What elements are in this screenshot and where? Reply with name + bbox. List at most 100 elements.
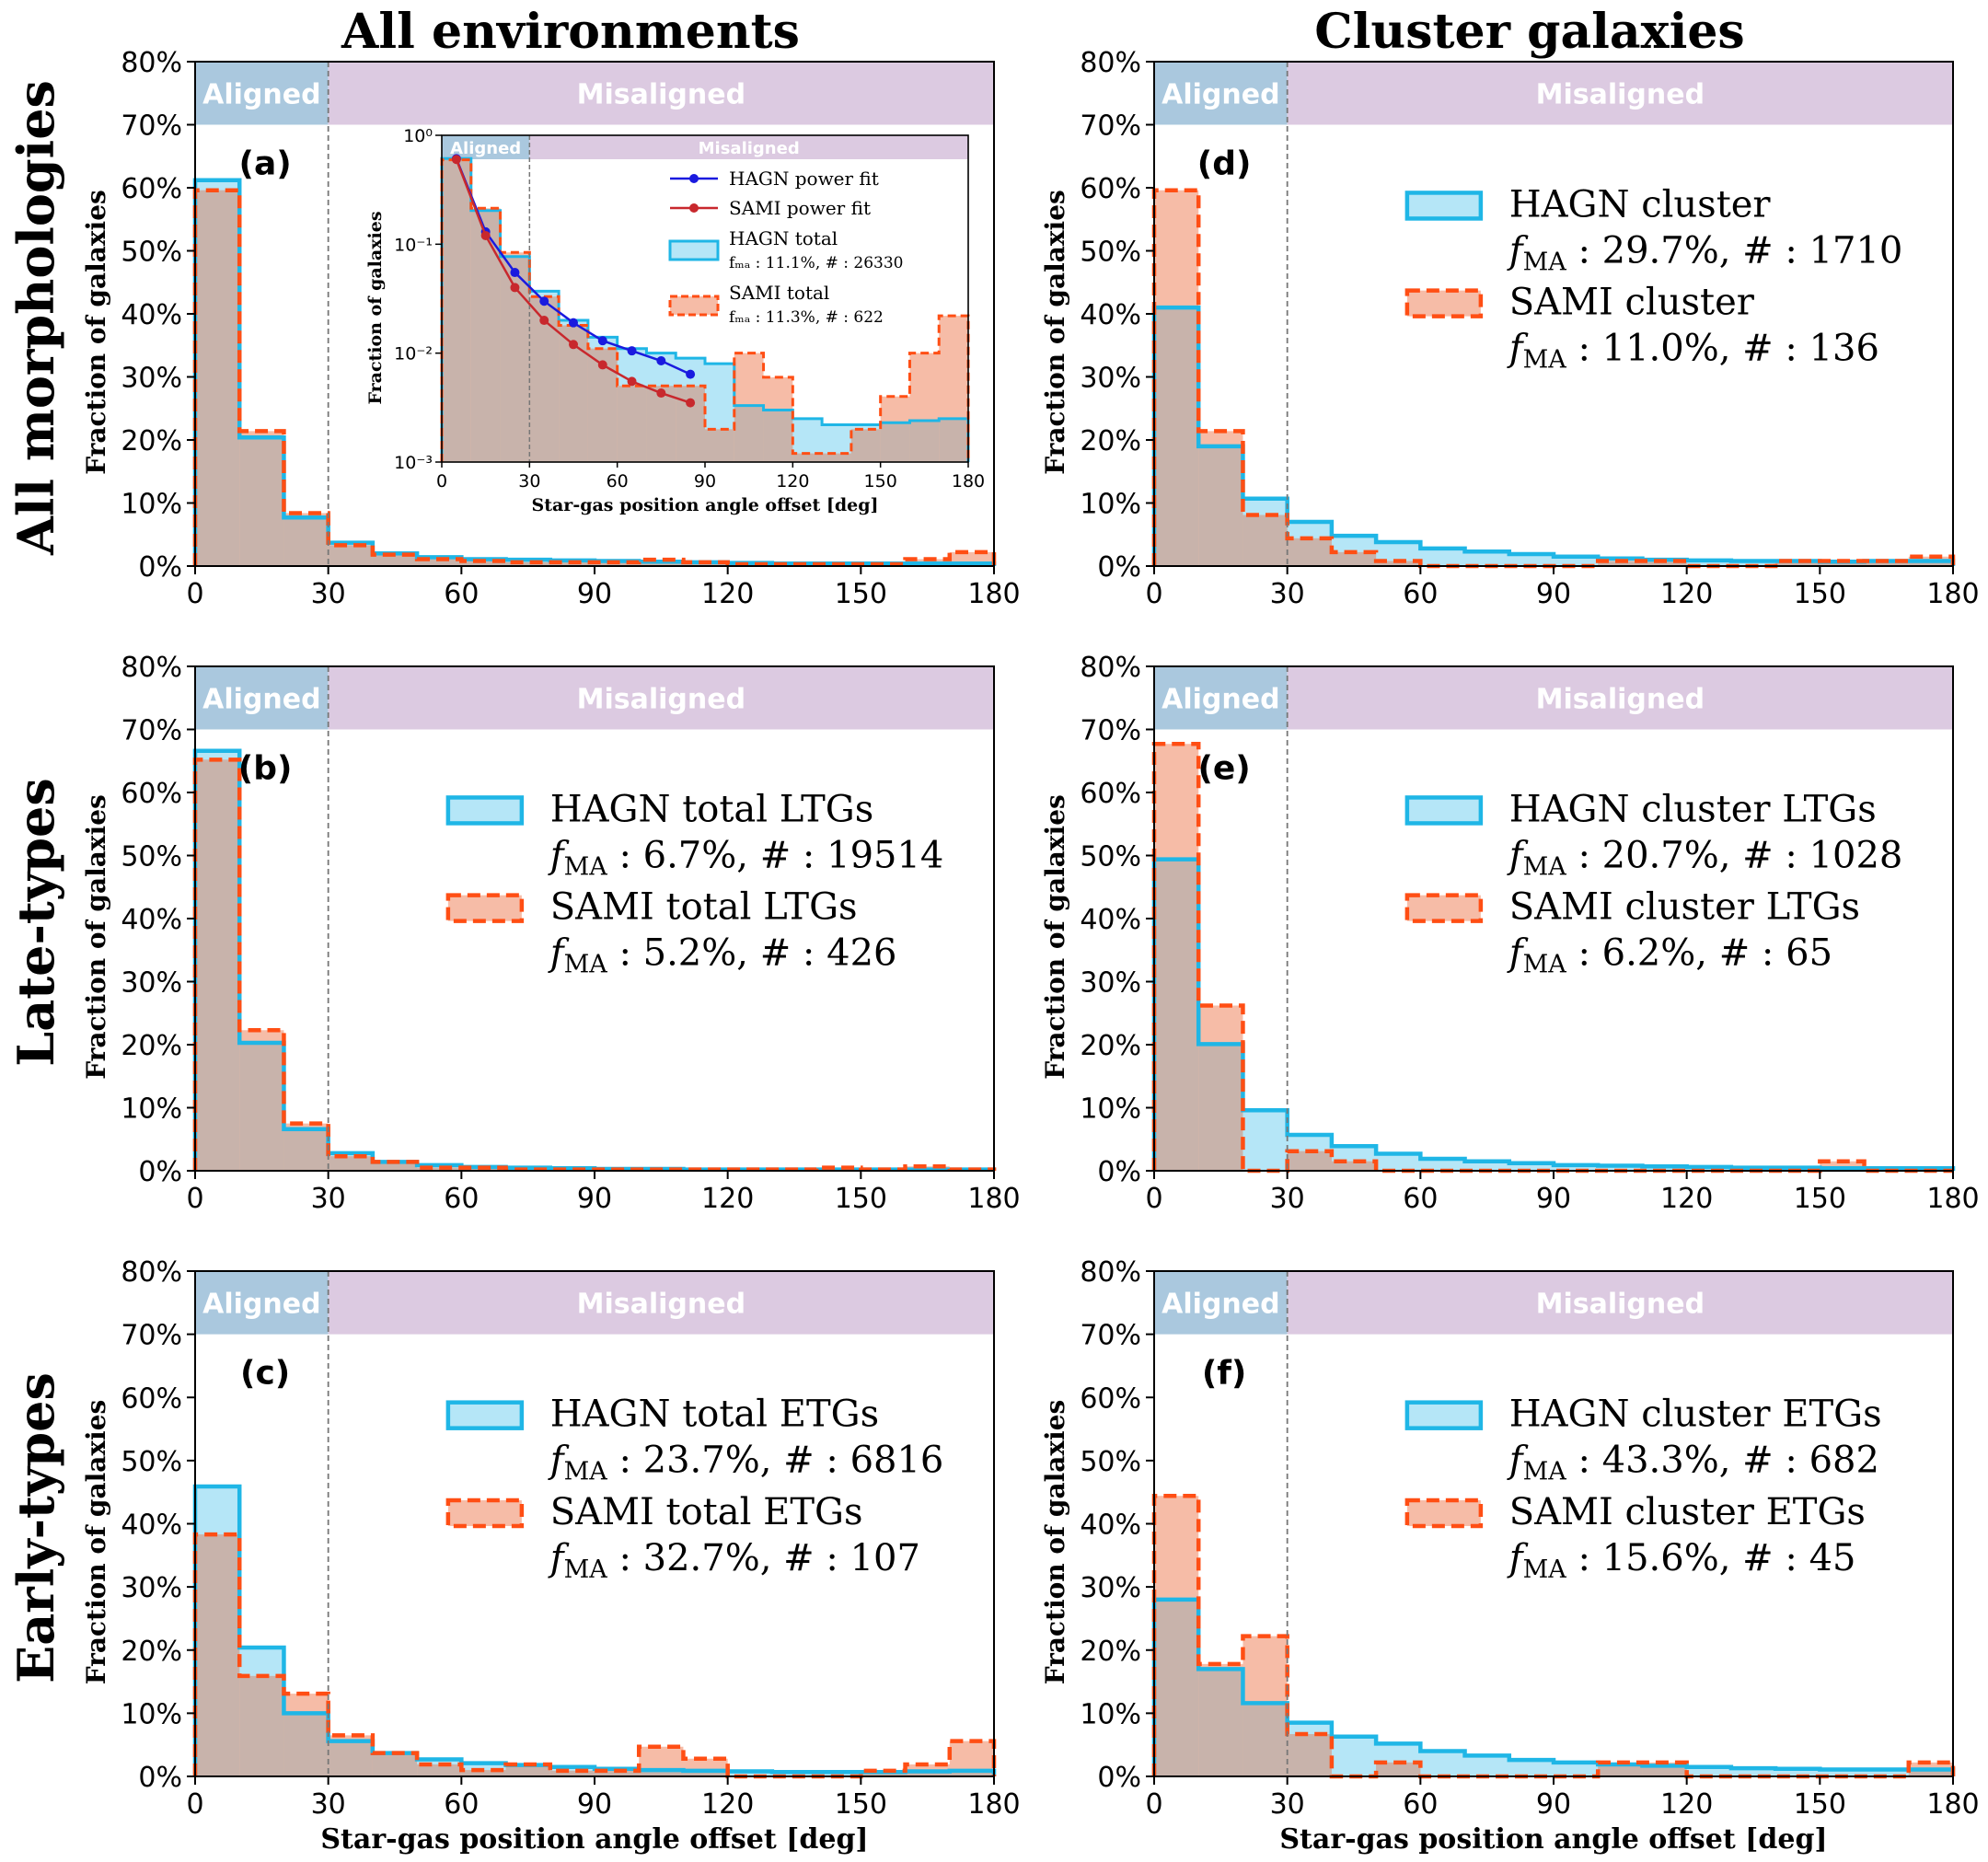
inset-overlap-bar [909,421,940,462]
overlap-bar [1775,561,1820,566]
panel-label: (e) [1197,749,1250,787]
aligned-band [195,666,329,730]
overlap-bar [1642,561,1687,566]
overlap-bar [1598,561,1643,566]
aligned-label: Aligned [1162,1288,1279,1320]
inset-misaligned-band [529,135,968,159]
overlap-bar [1864,561,1909,566]
fma-subscript: MA [1523,1556,1567,1584]
y-tick-label: 50% [1080,841,1141,873]
y-tick-label: 20% [121,425,182,457]
x-tick-label: 0 [186,1788,203,1821]
inset-hagn-fit-point [510,268,520,278]
legend-hagn-swatch [445,1400,525,1430]
panel-f: Aligned Misaligned 0% 10% 20% 30% 40% 50% 60% 70%… [1040,1256,1980,1856]
y-tick-label: 0% [1097,1762,1141,1794]
overlap-bar [239,1675,284,1776]
x-tick-label: 120 [1660,578,1713,610]
y-tick-label: 60% [1080,1382,1141,1415]
row-title: Late-types [6,778,65,1067]
aligned-label: Aligned [202,683,320,715]
inset-overlap-bar [470,210,501,462]
inset-x-tick-label: 180 [952,471,985,492]
aligned-band [195,1271,329,1335]
x-tick-label: 0 [1145,578,1162,610]
inset-y-tick-label: 10⁻² [394,344,433,364]
fma-subscript: MA [564,1556,608,1584]
inset-sami-fit-point [569,340,578,350]
legend-series-name: SAMI cluster LTGs [1509,886,1860,929]
x-tick-label: 180 [967,578,1020,610]
x-axis-label: Star-gas position angle offset [deg] [320,1823,868,1856]
y-tick-label: 10% [121,1698,182,1730]
x-tick-label: 30 [311,1788,346,1821]
overlap-bar [283,517,329,566]
y-tick-label: 10% [1080,1093,1141,1126]
x-tick-label: 30 [311,578,346,610]
inset-overlap-bar [850,429,881,462]
x-tick-label: 120 [1660,1788,1713,1821]
y-tick-label: 20% [121,1030,182,1062]
overlap-bar [1242,1703,1288,1776]
inset-y-tick-label: 10⁰ [403,126,433,146]
panel-label: (f) [1202,1355,1247,1393]
overlap-bar [195,759,240,1171]
aligned-label: Aligned [202,78,320,110]
overlap-bar [639,561,684,566]
y-tick-label: 50% [1080,1446,1141,1478]
x-tick-label: 150 [1794,1788,1846,1821]
inset-legend-sami-fit-label: SAMI power fit [729,197,871,219]
legend-stats-value: : 15.6%, # : 45 [1566,1537,1856,1579]
misaligned-band [1287,666,1953,730]
overlap-bar [328,1156,373,1171]
x-tick-label: 180 [967,1183,1020,1215]
inset-aligned-label: Aligned [450,139,521,158]
x-tick-label: 30 [311,1183,346,1215]
inset-overlap-bar [880,422,910,462]
y-axis-label: Fraction of galaxies [1040,1400,1070,1685]
inset-plot: Aligned Misaligned 0 30 60 90 120 150 180 10⁻³ 10⁻… [365,126,985,515]
y-tick-label: 80% [121,47,182,79]
overlap-bar [1198,1044,1243,1171]
y-axis-label: Fraction of galaxies [1040,190,1070,475]
aligned-band [195,62,329,125]
legend-series-name: HAGN total ETGs [550,1394,879,1436]
fma-subscript: MA [1523,852,1567,881]
legend-stats-value: : 23.7%, # : 6816 [607,1440,944,1482]
x-tick-label: 120 [701,1788,754,1821]
fma-subscript: MA [1523,248,1567,276]
x-tick-label: 60 [1403,1183,1438,1215]
y-tick-label: 70% [121,110,182,143]
y-tick-label: 0% [138,1156,182,1188]
misaligned-band [328,1271,995,1335]
x-tick-label: 150 [835,1183,887,1215]
aligned-band [1154,666,1288,730]
inset-y-tick-label: 10⁻³ [394,453,433,473]
fma-subscript: MA [1523,346,1567,375]
panel-label: (b) [238,749,293,787]
x-tick-label: 60 [444,578,479,610]
legend-stats: fMA : 15.6%, # : 45 [1507,1537,1856,1584]
y-tick-label: 0% [138,551,182,584]
x-tick-label: 180 [1926,1788,1979,1821]
inset-legend-sami-fit-marker [689,203,699,213]
overlap-bar [1198,445,1243,566]
legend-hagn-swatch [1404,1400,1484,1430]
legend-stats-value: : 32.7%, # : 107 [607,1537,920,1579]
y-tick-label: 10% [1080,1698,1141,1730]
misaligned-label: Misaligned [1536,683,1705,715]
inset-x-tick-label: 120 [776,471,809,492]
x-tick-label: 30 [1270,578,1305,610]
panel-c: Aligned Misaligned 0% 10% 20% 30% 40% 50% 60% 70%… [81,1256,1021,1856]
y-tick-label: 50% [1080,237,1141,269]
y-tick-label: 80% [121,1256,182,1289]
overlap-bar [1287,1151,1332,1171]
overlap-bar [195,190,240,567]
overlap-bar [1287,1734,1332,1776]
x-tick-label: 150 [1794,578,1846,610]
inset-overlap-bar [763,410,793,462]
inset-legend-hagn-fit-marker [689,174,699,183]
panel-d: Aligned Misaligned 0% 10% 20% 30% 40% 50% 60% 70%… [1040,47,1980,610]
inset-sami-fit-point [656,388,666,399]
legend-stats-value: : 6.2%, # : 65 [1566,932,1832,975]
